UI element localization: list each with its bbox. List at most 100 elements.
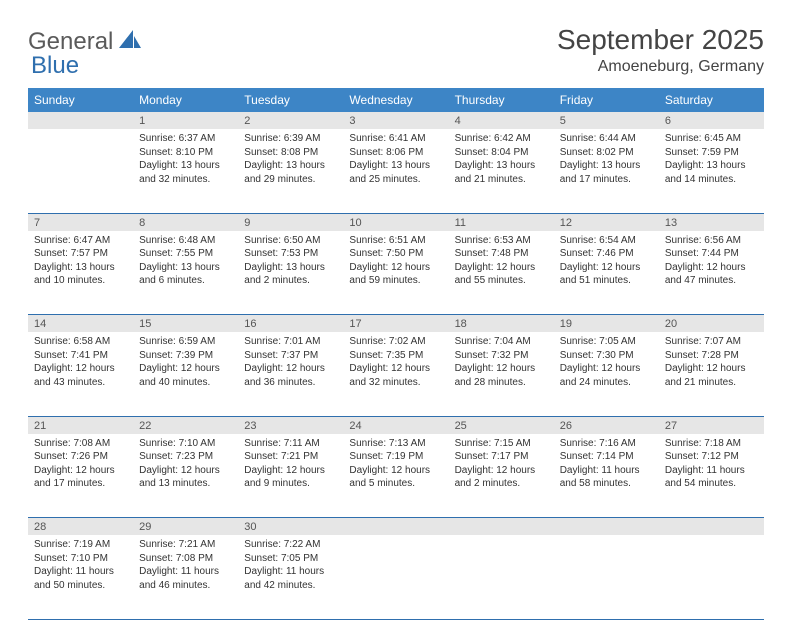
sunrise: Sunrise: 6:41 AM (349, 132, 442, 146)
sunrise: Sunrise: 6:39 AM (244, 132, 337, 146)
sunrise: Sunrise: 7:02 AM (349, 335, 442, 349)
col-monday: Monday (133, 88, 238, 112)
day-detail: Sunrise: 6:39 AMSunset: 8:08 PMDaylight:… (238, 129, 343, 192)
day-number: 25 (449, 416, 554, 434)
day-cell: Sunrise: 6:41 AMSunset: 8:06 PMDaylight:… (343, 129, 448, 213)
sunset: Sunset: 8:10 PM (139, 146, 232, 160)
daylight: Daylight: 11 hours and 46 minutes. (139, 565, 232, 592)
daylight: Daylight: 12 hours and 55 minutes. (455, 261, 548, 288)
daylight: Daylight: 12 hours and 32 minutes. (349, 362, 442, 389)
day-cell: Sunrise: 7:11 AMSunset: 7:21 PMDaylight:… (238, 434, 343, 518)
day-detail: Sunrise: 6:44 AMSunset: 8:02 PMDaylight:… (554, 129, 659, 192)
day-cell: Sunrise: 6:51 AMSunset: 7:50 PMDaylight:… (343, 231, 448, 315)
sunset: Sunset: 7:14 PM (560, 450, 653, 464)
day-detail: Sunrise: 7:05 AMSunset: 7:30 PMDaylight:… (554, 332, 659, 395)
day-number: 27 (659, 416, 764, 434)
sunrise: Sunrise: 7:08 AM (34, 437, 127, 451)
day-detail: Sunrise: 7:22 AMSunset: 7:05 PMDaylight:… (238, 535, 343, 598)
day-detail: Sunrise: 7:19 AMSunset: 7:10 PMDaylight:… (28, 535, 133, 598)
sunset: Sunset: 7:41 PM (34, 349, 127, 363)
day-detail: Sunrise: 7:21 AMSunset: 7:08 PMDaylight:… (133, 535, 238, 598)
sunset: Sunset: 7:17 PM (455, 450, 548, 464)
sunrise: Sunrise: 7:05 AM (560, 335, 653, 349)
day-detail: Sunrise: 6:59 AMSunset: 7:39 PMDaylight:… (133, 332, 238, 395)
sunset: Sunset: 7:57 PM (34, 247, 127, 261)
calendar-table: Sunday Monday Tuesday Wednesday Thursday… (28, 88, 764, 620)
sunset: Sunset: 7:10 PM (34, 552, 127, 566)
day-cell (659, 535, 764, 619)
sunrise: Sunrise: 7:13 AM (349, 437, 442, 451)
sunset: Sunset: 7:23 PM (139, 450, 232, 464)
day-number: 20 (659, 315, 764, 333)
sunrise: Sunrise: 6:53 AM (455, 234, 548, 248)
sunset: Sunset: 7:12 PM (665, 450, 758, 464)
day-number: 26 (554, 416, 659, 434)
sunset: Sunset: 7:19 PM (349, 450, 442, 464)
day-cell: Sunrise: 6:50 AMSunset: 7:53 PMDaylight:… (238, 231, 343, 315)
sunrise: Sunrise: 7:15 AM (455, 437, 548, 451)
sunset: Sunset: 8:08 PM (244, 146, 337, 160)
logo-text-blue: Blue (31, 52, 79, 79)
sunset: Sunset: 8:06 PM (349, 146, 442, 160)
day-cell: Sunrise: 7:10 AMSunset: 7:23 PMDaylight:… (133, 434, 238, 518)
daylight: Daylight: 13 hours and 2 minutes. (244, 261, 337, 288)
day-number: 12 (554, 213, 659, 231)
sunrise: Sunrise: 7:11 AM (244, 437, 337, 451)
day-number: 6 (659, 112, 764, 129)
daylight: Daylight: 12 hours and 36 minutes. (244, 362, 337, 389)
daylight: Daylight: 12 hours and 17 minutes. (34, 464, 127, 491)
day-number: 4 (449, 112, 554, 129)
day-detail: Sunrise: 7:11 AMSunset: 7:21 PMDaylight:… (238, 434, 343, 497)
sunrise: Sunrise: 6:48 AM (139, 234, 232, 248)
day-cell: Sunrise: 6:56 AMSunset: 7:44 PMDaylight:… (659, 231, 764, 315)
sunrise: Sunrise: 7:07 AM (665, 335, 758, 349)
header: General September 2025 Amoeneburg, Germa… (28, 24, 764, 76)
calendar-page: General September 2025 Amoeneburg, Germa… (0, 0, 792, 640)
sunset: Sunset: 7:53 PM (244, 247, 337, 261)
daylight: Daylight: 12 hours and 47 minutes. (665, 261, 758, 288)
day-cell: Sunrise: 7:18 AMSunset: 7:12 PMDaylight:… (659, 434, 764, 518)
day-detail: Sunrise: 7:07 AMSunset: 7:28 PMDaylight:… (659, 332, 764, 395)
location: Amoeneburg, Germany (557, 58, 764, 76)
day-number: 19 (554, 315, 659, 333)
day-detail: Sunrise: 7:13 AMSunset: 7:19 PMDaylight:… (343, 434, 448, 497)
daylight: Daylight: 13 hours and 10 minutes. (34, 261, 127, 288)
day-cell: Sunrise: 6:45 AMSunset: 7:59 PMDaylight:… (659, 129, 764, 213)
sunrise: Sunrise: 6:54 AM (560, 234, 653, 248)
week-row: Sunrise: 7:08 AMSunset: 7:26 PMDaylight:… (28, 434, 764, 518)
month-title: September 2025 (557, 24, 764, 56)
sunset: Sunset: 7:37 PM (244, 349, 337, 363)
sunset: Sunset: 7:28 PM (665, 349, 758, 363)
sunset: Sunset: 7:26 PM (34, 450, 127, 464)
sunrise: Sunrise: 6:56 AM (665, 234, 758, 248)
day-detail: Sunrise: 7:15 AMSunset: 7:17 PMDaylight:… (449, 434, 554, 497)
day-detail: Sunrise: 7:18 AMSunset: 7:12 PMDaylight:… (659, 434, 764, 497)
sunrise: Sunrise: 7:21 AM (139, 538, 232, 552)
daylight: Daylight: 12 hours and 59 minutes. (349, 261, 442, 288)
day-number-row: 78910111213 (28, 213, 764, 231)
sunset: Sunset: 7:46 PM (560, 247, 653, 261)
day-cell: Sunrise: 7:02 AMSunset: 7:35 PMDaylight:… (343, 332, 448, 416)
day-detail: Sunrise: 6:54 AMSunset: 7:46 PMDaylight:… (554, 231, 659, 294)
sunrise: Sunrise: 6:45 AM (665, 132, 758, 146)
day-number (28, 112, 133, 129)
sunset: Sunset: 8:04 PM (455, 146, 548, 160)
day-detail: Sunrise: 6:47 AMSunset: 7:57 PMDaylight:… (28, 231, 133, 294)
week-row: Sunrise: 7:19 AMSunset: 7:10 PMDaylight:… (28, 535, 764, 619)
daylight: Daylight: 13 hours and 25 minutes. (349, 159, 442, 186)
day-cell: Sunrise: 7:13 AMSunset: 7:19 PMDaylight:… (343, 434, 448, 518)
day-detail: Sunrise: 6:56 AMSunset: 7:44 PMDaylight:… (659, 231, 764, 294)
day-number-row: 14151617181920 (28, 315, 764, 333)
day-number: 3 (343, 112, 448, 129)
day-cell: Sunrise: 7:07 AMSunset: 7:28 PMDaylight:… (659, 332, 764, 416)
sunrise: Sunrise: 7:22 AM (244, 538, 337, 552)
sunrise: Sunrise: 6:42 AM (455, 132, 548, 146)
col-sunday: Sunday (28, 88, 133, 112)
sunrise: Sunrise: 6:47 AM (34, 234, 127, 248)
day-detail: Sunrise: 7:01 AMSunset: 7:37 PMDaylight:… (238, 332, 343, 395)
day-number: 22 (133, 416, 238, 434)
daylight: Daylight: 13 hours and 29 minutes. (244, 159, 337, 186)
day-cell (28, 129, 133, 213)
day-cell: Sunrise: 6:58 AMSunset: 7:41 PMDaylight:… (28, 332, 133, 416)
sunrise: Sunrise: 7:10 AM (139, 437, 232, 451)
